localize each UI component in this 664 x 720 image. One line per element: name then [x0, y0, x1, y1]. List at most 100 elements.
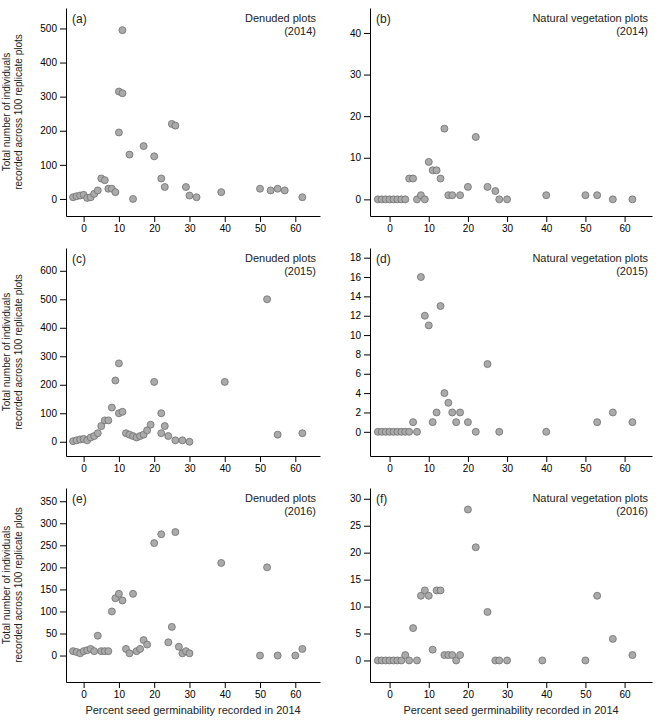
x-tick-mark — [585, 456, 586, 462]
y-tick: 8 — [355, 349, 370, 360]
y-tick-mark — [60, 299, 66, 300]
point — [130, 195, 137, 202]
point — [94, 430, 101, 437]
point — [126, 151, 133, 158]
point — [119, 597, 126, 604]
y-axis: 024681012141618 — [350, 249, 371, 457]
x-tick-mark — [119, 682, 120, 688]
y-tick-label: 20 — [350, 111, 362, 122]
point — [158, 430, 165, 437]
x-axis: 0102030405060 — [67, 456, 321, 474]
y-tick-label: 6 — [355, 368, 361, 379]
y-axis: 051015202530 — [350, 489, 371, 683]
x-tick-label: 60 — [620, 463, 632, 474]
panel-label: (f) — [376, 492, 387, 506]
x-tick-mark — [546, 216, 547, 222]
x-tick-label: 0 — [81, 223, 87, 234]
x-tick-mark — [225, 216, 226, 222]
x-axis-line — [371, 682, 653, 683]
x-tick-mark — [295, 456, 296, 462]
x-tick: 30 — [502, 216, 514, 234]
point — [186, 192, 193, 199]
y-tick-mark — [364, 354, 370, 355]
point — [629, 652, 636, 659]
x-tick: 40 — [220, 456, 232, 474]
point — [449, 192, 456, 199]
x-tick: 50 — [255, 216, 267, 234]
y-tick-mark — [60, 63, 66, 64]
y-tick-mark — [364, 277, 370, 278]
y-tick-label: 200 — [40, 379, 57, 390]
y-tick-label: 250 — [40, 540, 57, 551]
y-tick: 4 — [355, 388, 370, 399]
y-tick: 40 — [350, 28, 370, 39]
point — [449, 409, 456, 416]
x-tick-mark — [295, 682, 296, 688]
point — [437, 175, 444, 182]
point — [543, 192, 550, 199]
y-tick-label: 4 — [355, 388, 361, 399]
y-tick-mark — [60, 656, 66, 657]
x-axis-line — [371, 456, 653, 457]
y-tick-label: 2 — [355, 407, 361, 418]
point — [472, 428, 479, 435]
x-tick-label: 60 — [290, 463, 302, 474]
x-tick-label: 20 — [149, 463, 161, 474]
y-tick-label: 15 — [350, 574, 362, 585]
point — [414, 657, 421, 664]
panel-title: Denuded plots(2016) — [245, 492, 316, 517]
x-axis-line — [67, 682, 321, 683]
points — [374, 125, 636, 203]
x-tick-mark — [295, 216, 296, 222]
point — [108, 608, 115, 615]
x-tick-label: 40 — [541, 463, 553, 474]
y-tick-mark — [364, 393, 370, 394]
y-tick-mark — [364, 296, 370, 297]
point — [186, 650, 193, 657]
point — [472, 133, 479, 140]
point — [425, 592, 432, 599]
x-tick-mark — [390, 216, 391, 222]
point — [457, 192, 464, 199]
y-tick-mark — [364, 580, 370, 581]
x-tick: 10 — [424, 456, 436, 474]
x-tick-mark — [84, 682, 85, 688]
point — [504, 196, 511, 203]
point — [218, 189, 225, 196]
y-tick: 0 — [355, 655, 370, 666]
y-axis-line — [370, 489, 371, 683]
y-tick: 0 — [355, 427, 370, 438]
x-tick-label: 20 — [463, 689, 475, 700]
point — [421, 196, 428, 203]
x-tick-label: 50 — [580, 689, 592, 700]
y-tick: 200 — [40, 125, 66, 136]
y-tick-mark — [364, 158, 370, 159]
y-tick-label: 20 — [350, 547, 362, 558]
y-tick: 0 — [51, 436, 66, 447]
x-tick: 10 — [424, 216, 436, 234]
x-tick-mark — [546, 682, 547, 688]
x-tick-label: 0 — [387, 689, 393, 700]
y-tick-label: 600 — [40, 265, 57, 276]
point — [504, 657, 511, 664]
y-tick-mark — [364, 33, 370, 34]
point — [281, 187, 288, 194]
points — [374, 274, 636, 436]
y-tick-label: 14 — [350, 291, 362, 302]
point — [151, 153, 158, 160]
y-axis-line — [66, 489, 67, 683]
x-tick-label: 10 — [114, 223, 126, 234]
x-tick: 50 — [580, 216, 592, 234]
y-tick: 30 — [350, 69, 370, 80]
x-tick-label: 0 — [81, 463, 87, 474]
point — [172, 122, 179, 129]
point — [410, 625, 417, 632]
point — [609, 409, 616, 416]
point — [406, 657, 413, 664]
y-axis-title: Total number of individualsrecorded acro… — [1, 507, 24, 663]
panel-label: (a) — [72, 12, 87, 26]
point — [464, 183, 471, 190]
y-tick: 250 — [40, 540, 66, 551]
x-tick-mark — [189, 216, 190, 222]
points — [70, 529, 306, 659]
